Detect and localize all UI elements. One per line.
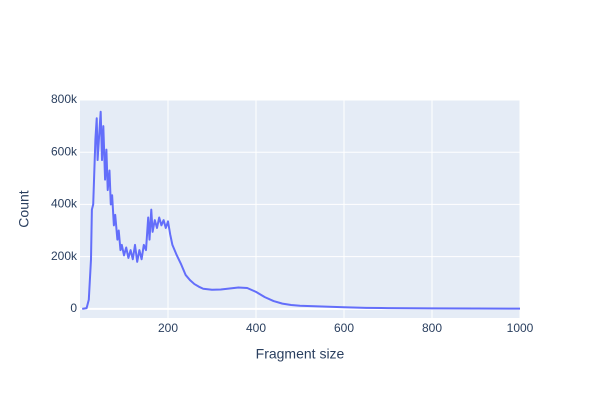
y-tick-label: 0 bbox=[70, 301, 77, 315]
y-tick-label: 400k bbox=[51, 197, 78, 211]
y-tick-label: 200k bbox=[51, 249, 78, 263]
data-line bbox=[82, 110, 521, 310]
y-tick-label: 600k bbox=[51, 144, 78, 158]
x-tick-label: 400 bbox=[246, 321, 266, 335]
plot-area bbox=[80, 100, 520, 318]
x-tick-label: 1000 bbox=[507, 321, 534, 335]
x-tick-label: 200 bbox=[158, 321, 178, 335]
x-axis-title: Fragment size bbox=[256, 346, 345, 362]
x-tick-label: 600 bbox=[334, 321, 354, 335]
y-axis-title: Count bbox=[16, 190, 32, 227]
x-tick-label: 800 bbox=[422, 321, 442, 335]
y-tick-label: 800k bbox=[51, 92, 78, 106]
